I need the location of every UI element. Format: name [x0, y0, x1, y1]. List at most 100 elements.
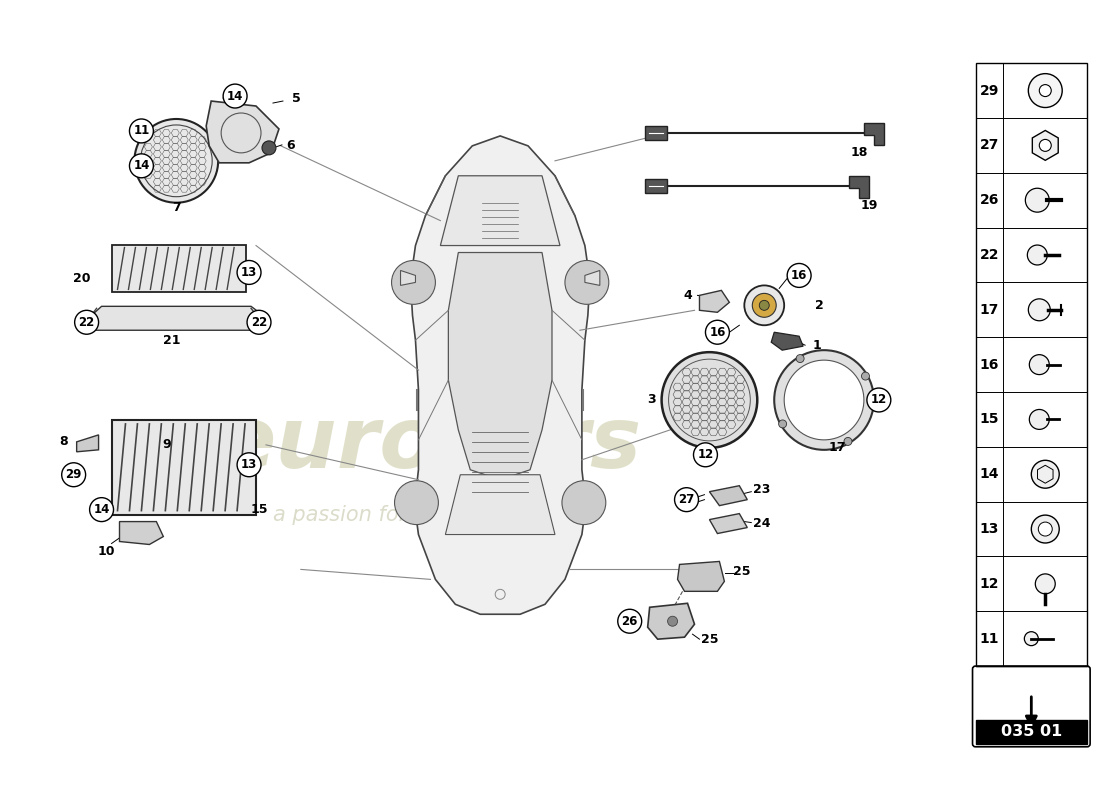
Circle shape: [844, 438, 851, 446]
Circle shape: [779, 420, 786, 428]
Text: 26: 26: [980, 193, 999, 207]
Polygon shape: [120, 522, 163, 545]
Circle shape: [130, 119, 153, 143]
Text: 23: 23: [752, 483, 770, 496]
Circle shape: [1024, 632, 1038, 646]
Circle shape: [774, 350, 873, 450]
Polygon shape: [710, 486, 747, 506]
Text: 16: 16: [791, 269, 807, 282]
Text: 25: 25: [733, 565, 750, 578]
FancyBboxPatch shape: [645, 178, 667, 193]
Circle shape: [89, 498, 113, 522]
Text: 15: 15: [980, 413, 999, 426]
Text: eurocars: eurocars: [218, 403, 642, 486]
Circle shape: [1040, 139, 1052, 151]
Circle shape: [668, 616, 678, 626]
Text: 22: 22: [251, 316, 267, 329]
FancyBboxPatch shape: [976, 720, 1087, 744]
Text: 22: 22: [78, 316, 95, 329]
Circle shape: [75, 310, 99, 334]
Circle shape: [752, 294, 777, 318]
Text: 19: 19: [860, 199, 878, 212]
Circle shape: [1032, 515, 1059, 543]
Text: 7: 7: [172, 201, 180, 214]
Circle shape: [705, 320, 729, 344]
Text: 9: 9: [162, 438, 170, 451]
Circle shape: [745, 286, 784, 326]
Text: 14: 14: [94, 503, 110, 516]
Circle shape: [618, 610, 641, 633]
Polygon shape: [440, 176, 560, 246]
Text: 14: 14: [980, 467, 999, 482]
Circle shape: [661, 352, 757, 448]
Circle shape: [1040, 85, 1052, 97]
FancyBboxPatch shape: [645, 126, 667, 140]
Circle shape: [248, 310, 271, 334]
Text: 3: 3: [647, 394, 656, 406]
Polygon shape: [864, 123, 883, 145]
Text: 26: 26: [621, 614, 638, 628]
Circle shape: [1030, 354, 1049, 374]
Text: 21: 21: [163, 334, 180, 346]
Circle shape: [238, 261, 261, 285]
Polygon shape: [849, 176, 869, 198]
Polygon shape: [1032, 130, 1058, 160]
Polygon shape: [771, 332, 803, 350]
Text: 15: 15: [251, 503, 267, 516]
Text: 25: 25: [701, 633, 718, 646]
Text: 12: 12: [871, 394, 887, 406]
Text: 20: 20: [73, 272, 90, 285]
Polygon shape: [648, 603, 694, 639]
Circle shape: [784, 360, 864, 440]
Text: 11: 11: [133, 125, 150, 138]
Circle shape: [1028, 299, 1050, 321]
Circle shape: [395, 481, 439, 525]
Circle shape: [1025, 188, 1049, 212]
Text: 5: 5: [292, 91, 300, 105]
Text: 14: 14: [133, 159, 150, 172]
Text: 16: 16: [980, 358, 999, 372]
Circle shape: [62, 462, 86, 486]
Text: 12: 12: [697, 448, 714, 462]
Circle shape: [392, 261, 436, 304]
Text: 12: 12: [980, 577, 999, 591]
Circle shape: [1030, 410, 1049, 430]
Circle shape: [796, 354, 804, 362]
FancyBboxPatch shape: [111, 245, 246, 292]
Circle shape: [262, 141, 276, 155]
Text: 22: 22: [980, 248, 999, 262]
Polygon shape: [400, 270, 416, 286]
Polygon shape: [206, 101, 279, 163]
Text: 2: 2: [815, 299, 824, 312]
Text: 4: 4: [683, 289, 692, 302]
Text: 10: 10: [98, 545, 116, 558]
Circle shape: [759, 300, 769, 310]
Text: 11: 11: [980, 632, 999, 646]
Text: 13: 13: [241, 458, 257, 471]
Polygon shape: [410, 136, 590, 614]
Circle shape: [1028, 74, 1063, 107]
Polygon shape: [449, 253, 552, 480]
Text: 13: 13: [980, 522, 999, 536]
Circle shape: [130, 154, 153, 178]
Text: 13: 13: [241, 266, 257, 279]
Polygon shape: [585, 270, 600, 286]
Circle shape: [1027, 245, 1047, 265]
Text: a passion for parts since 1985: a passion for parts since 1985: [273, 505, 587, 525]
Text: 24: 24: [752, 517, 770, 530]
Text: 18: 18: [850, 146, 868, 159]
Text: 27: 27: [980, 138, 999, 152]
Text: 035 01: 035 01: [1001, 724, 1062, 739]
Polygon shape: [91, 306, 263, 330]
Text: 17: 17: [980, 303, 999, 317]
Text: 27: 27: [679, 493, 694, 506]
Text: 16: 16: [710, 326, 726, 338]
Circle shape: [134, 119, 218, 202]
Polygon shape: [77, 435, 99, 452]
Circle shape: [1035, 574, 1055, 594]
Circle shape: [223, 84, 248, 108]
FancyBboxPatch shape: [111, 420, 256, 514]
Circle shape: [238, 453, 261, 477]
Text: 8: 8: [59, 435, 68, 448]
Text: 29: 29: [66, 468, 81, 482]
